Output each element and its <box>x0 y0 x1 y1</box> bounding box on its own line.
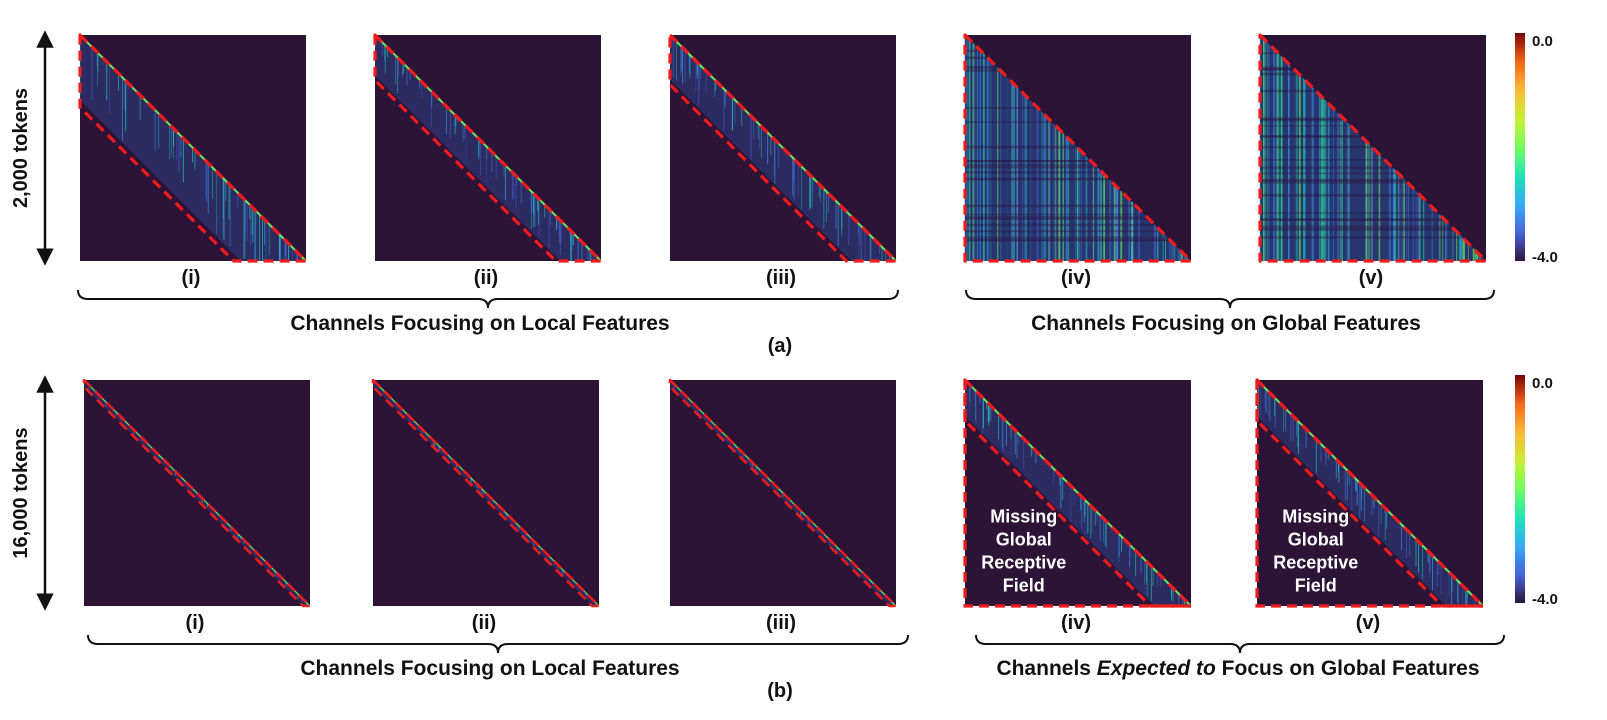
panel-note-text: Missing <box>990 506 1057 526</box>
panel-note-text: Global <box>996 529 1052 549</box>
left-group-caption: Channels Focusing on Local Features <box>290 312 669 335</box>
dashed-outline <box>82 378 312 608</box>
panel-note-text: Receptive <box>981 552 1066 572</box>
panel-label: (v) <box>1359 267 1383 289</box>
figure-row-a: 2,000 tokens (i) (ii) (iii) (iv) (v) Channels … <box>10 30 1558 357</box>
dashed-outline <box>373 33 603 263</box>
dashed-outline <box>371 378 601 608</box>
panel-note-text: Global <box>1288 529 1344 549</box>
token-length-label: 2,000 tokens <box>10 88 32 208</box>
panel-note-text: Missing <box>1282 506 1349 526</box>
panel-label: (v) <box>1356 612 1380 634</box>
dashed-outline <box>668 378 898 608</box>
panel-note-text: Receptive <box>1273 552 1358 572</box>
dashed-outline <box>78 33 308 263</box>
group-brace <box>965 289 1495 309</box>
panel-note-text: Field <box>1003 575 1045 595</box>
heatmap-panel: (iv) <box>963 33 1193 289</box>
right-group-caption: Channels Expected to Focus on Global Fea… <box>996 657 1479 680</box>
group-brace <box>975 634 1505 654</box>
panel-label: (ii) <box>472 612 496 634</box>
group-brace <box>77 289 899 309</box>
heatmap-panel: Missing Global Receptive Field (v) <box>1255 378 1485 634</box>
panel-label: (i) <box>186 612 205 634</box>
right-caption-part: Channels Focusing on Global Features <box>1031 312 1421 335</box>
subfigure-label: (a) <box>768 335 792 357</box>
panel-label: (iii) <box>766 267 796 289</box>
right-caption-part: Focus on Global Features <box>1216 657 1480 680</box>
panel-label: (iv) <box>1061 267 1091 289</box>
dashed-outline <box>963 33 1193 263</box>
panel-label: (ii) <box>474 267 498 289</box>
panel-label: (iv) <box>1061 612 1091 634</box>
heatmap-panel: (i) <box>78 33 308 289</box>
panel-note-text: Field <box>1295 575 1337 595</box>
missing-region-outline <box>1255 380 1483 608</box>
figure-row-b: 16,000 tokens (i) (ii) (iii) Missing Global Re… <box>10 375 1558 702</box>
left-group-caption: Channels Focusing on Local Features <box>300 657 679 680</box>
colorbar-max-label: 0.0 <box>1532 33 1553 50</box>
heatmap-panel: (ii) <box>371 378 601 634</box>
heatmap-panel: (i) <box>82 378 312 634</box>
colorbar-min-label: -4.0 <box>1532 591 1558 608</box>
dashed-outline <box>1255 378 1485 608</box>
colorbar-max-label: 0.0 <box>1532 375 1553 392</box>
right-caption-italic: Expected to <box>1097 657 1216 680</box>
colorbar <box>1515 375 1525 603</box>
heatmap-panel: Missing Global Receptive Field (iv) <box>963 378 1193 634</box>
right-caption-part: Channels <box>996 657 1096 680</box>
heatmap-panel: (ii) <box>373 33 603 289</box>
right-group-caption: Channels Focusing on Global Features <box>1031 312 1421 335</box>
panel-label: (i) <box>182 267 201 289</box>
subfigure-label: (b) <box>767 680 793 702</box>
dashed-outline <box>668 33 898 263</box>
panel-label: (iii) <box>766 612 796 634</box>
heatmap-panel: (iii) <box>668 378 898 634</box>
colorbar <box>1515 33 1525 261</box>
missing-region-outline <box>963 380 1191 608</box>
heatmap-panel: (v) <box>1258 33 1488 289</box>
colorbar-min-label: -4.0 <box>1532 249 1558 266</box>
dashed-outline <box>1258 33 1488 263</box>
heatmap-panel: (iii) <box>668 33 898 289</box>
group-brace <box>87 634 909 654</box>
token-length-label: 16,000 tokens <box>10 427 32 558</box>
dashed-outline <box>963 378 1193 608</box>
